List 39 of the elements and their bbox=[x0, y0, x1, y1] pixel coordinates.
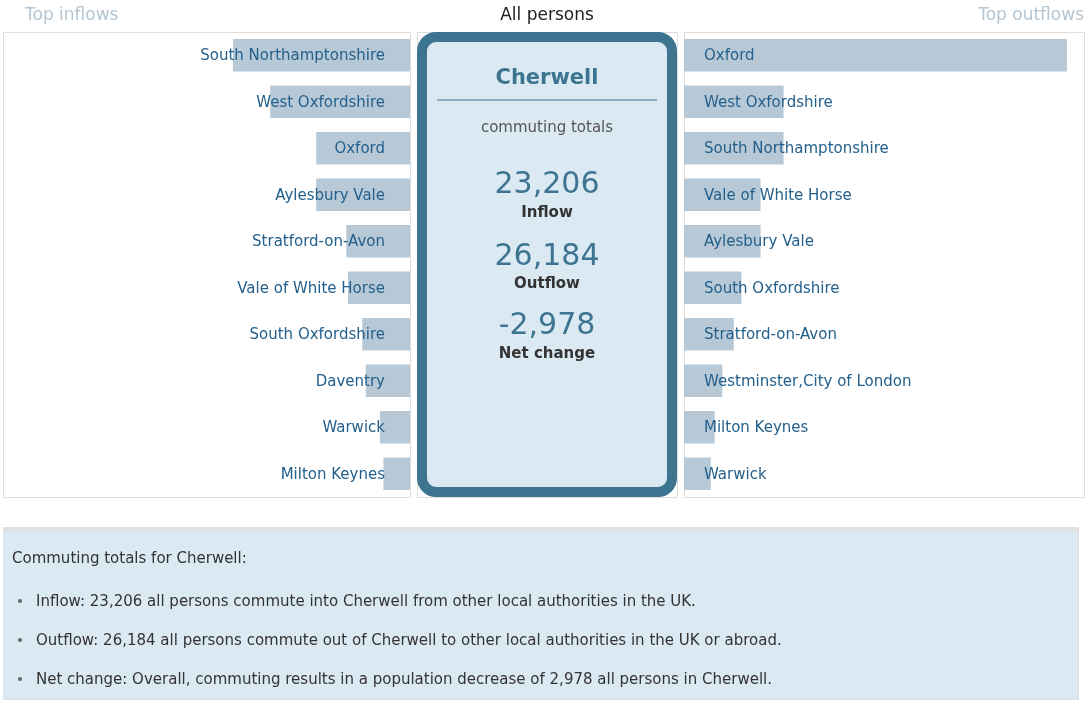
y-tick-label: Westminster,City of London bbox=[704, 371, 912, 390]
text: Commuting totals for Cherwell: bbox=[12, 549, 247, 567]
text: Inflow: 23,206 all persons commute into Cherwell from other local authorities in the UK. bbox=[36, 592, 696, 610]
text: Net change bbox=[498, 344, 596, 362]
bar bbox=[684, 38, 1067, 72]
text: Net change: Overall, commuting results in a population decrease of 2,978 all persons in Cherwell. bbox=[36, 670, 772, 688]
text: Inflow bbox=[521, 203, 573, 221]
y-tick-label: Aylesbury Vale bbox=[704, 232, 814, 251]
text: Outflow bbox=[514, 274, 581, 292]
text: 26,184 bbox=[494, 237, 600, 272]
bar bbox=[383, 457, 410, 491]
y-tick-label: Daventry bbox=[315, 371, 386, 390]
text: 23,206 bbox=[494, 165, 600, 200]
y-tick-label: South Oxfordshire bbox=[249, 325, 385, 344]
text: Cherwell bbox=[495, 65, 599, 89]
y-tick-label: South Northamptonshire bbox=[704, 139, 889, 158]
y-tick-label: Warwick bbox=[704, 464, 767, 483]
y-tick-label: South Oxfordshire bbox=[704, 278, 840, 297]
y-tick-label: Milton Keynes bbox=[280, 464, 386, 483]
y-tick-label: Stratford-on-Avon bbox=[704, 325, 837, 344]
text: -2,978 bbox=[498, 306, 596, 341]
y-tick-label: South Northamptonshire bbox=[200, 46, 385, 65]
y-tick-label: West Oxfordshire bbox=[704, 92, 833, 111]
y-tick-label: Aylesbury Vale bbox=[275, 185, 385, 204]
y-tick-label: Stratford-on-Avon bbox=[252, 232, 385, 251]
text: commuting totals bbox=[480, 118, 614, 136]
y-tick-label: Warwick bbox=[322, 418, 386, 437]
bar bbox=[684, 178, 761, 212]
y-tick-label: Milton Keynes bbox=[704, 418, 809, 437]
text: Outflow: 26,184 all persons commute out of Cherwell to other local authorities in the UK or abroad. bbox=[36, 631, 782, 649]
y-tick-label: Vale of White Horse bbox=[704, 185, 852, 204]
text: All persons bbox=[500, 4, 594, 24]
text: Top inflows bbox=[24, 4, 119, 24]
bar bbox=[316, 131, 410, 165]
y-tick-label: West Oxfordshire bbox=[256, 92, 385, 111]
y-tick-label: Oxford bbox=[704, 46, 755, 65]
y-tick-label: Oxford bbox=[334, 139, 385, 158]
y-tick-label: Vale of White Horse bbox=[237, 278, 385, 297]
chart-title: Top outflows bbox=[977, 4, 1085, 24]
